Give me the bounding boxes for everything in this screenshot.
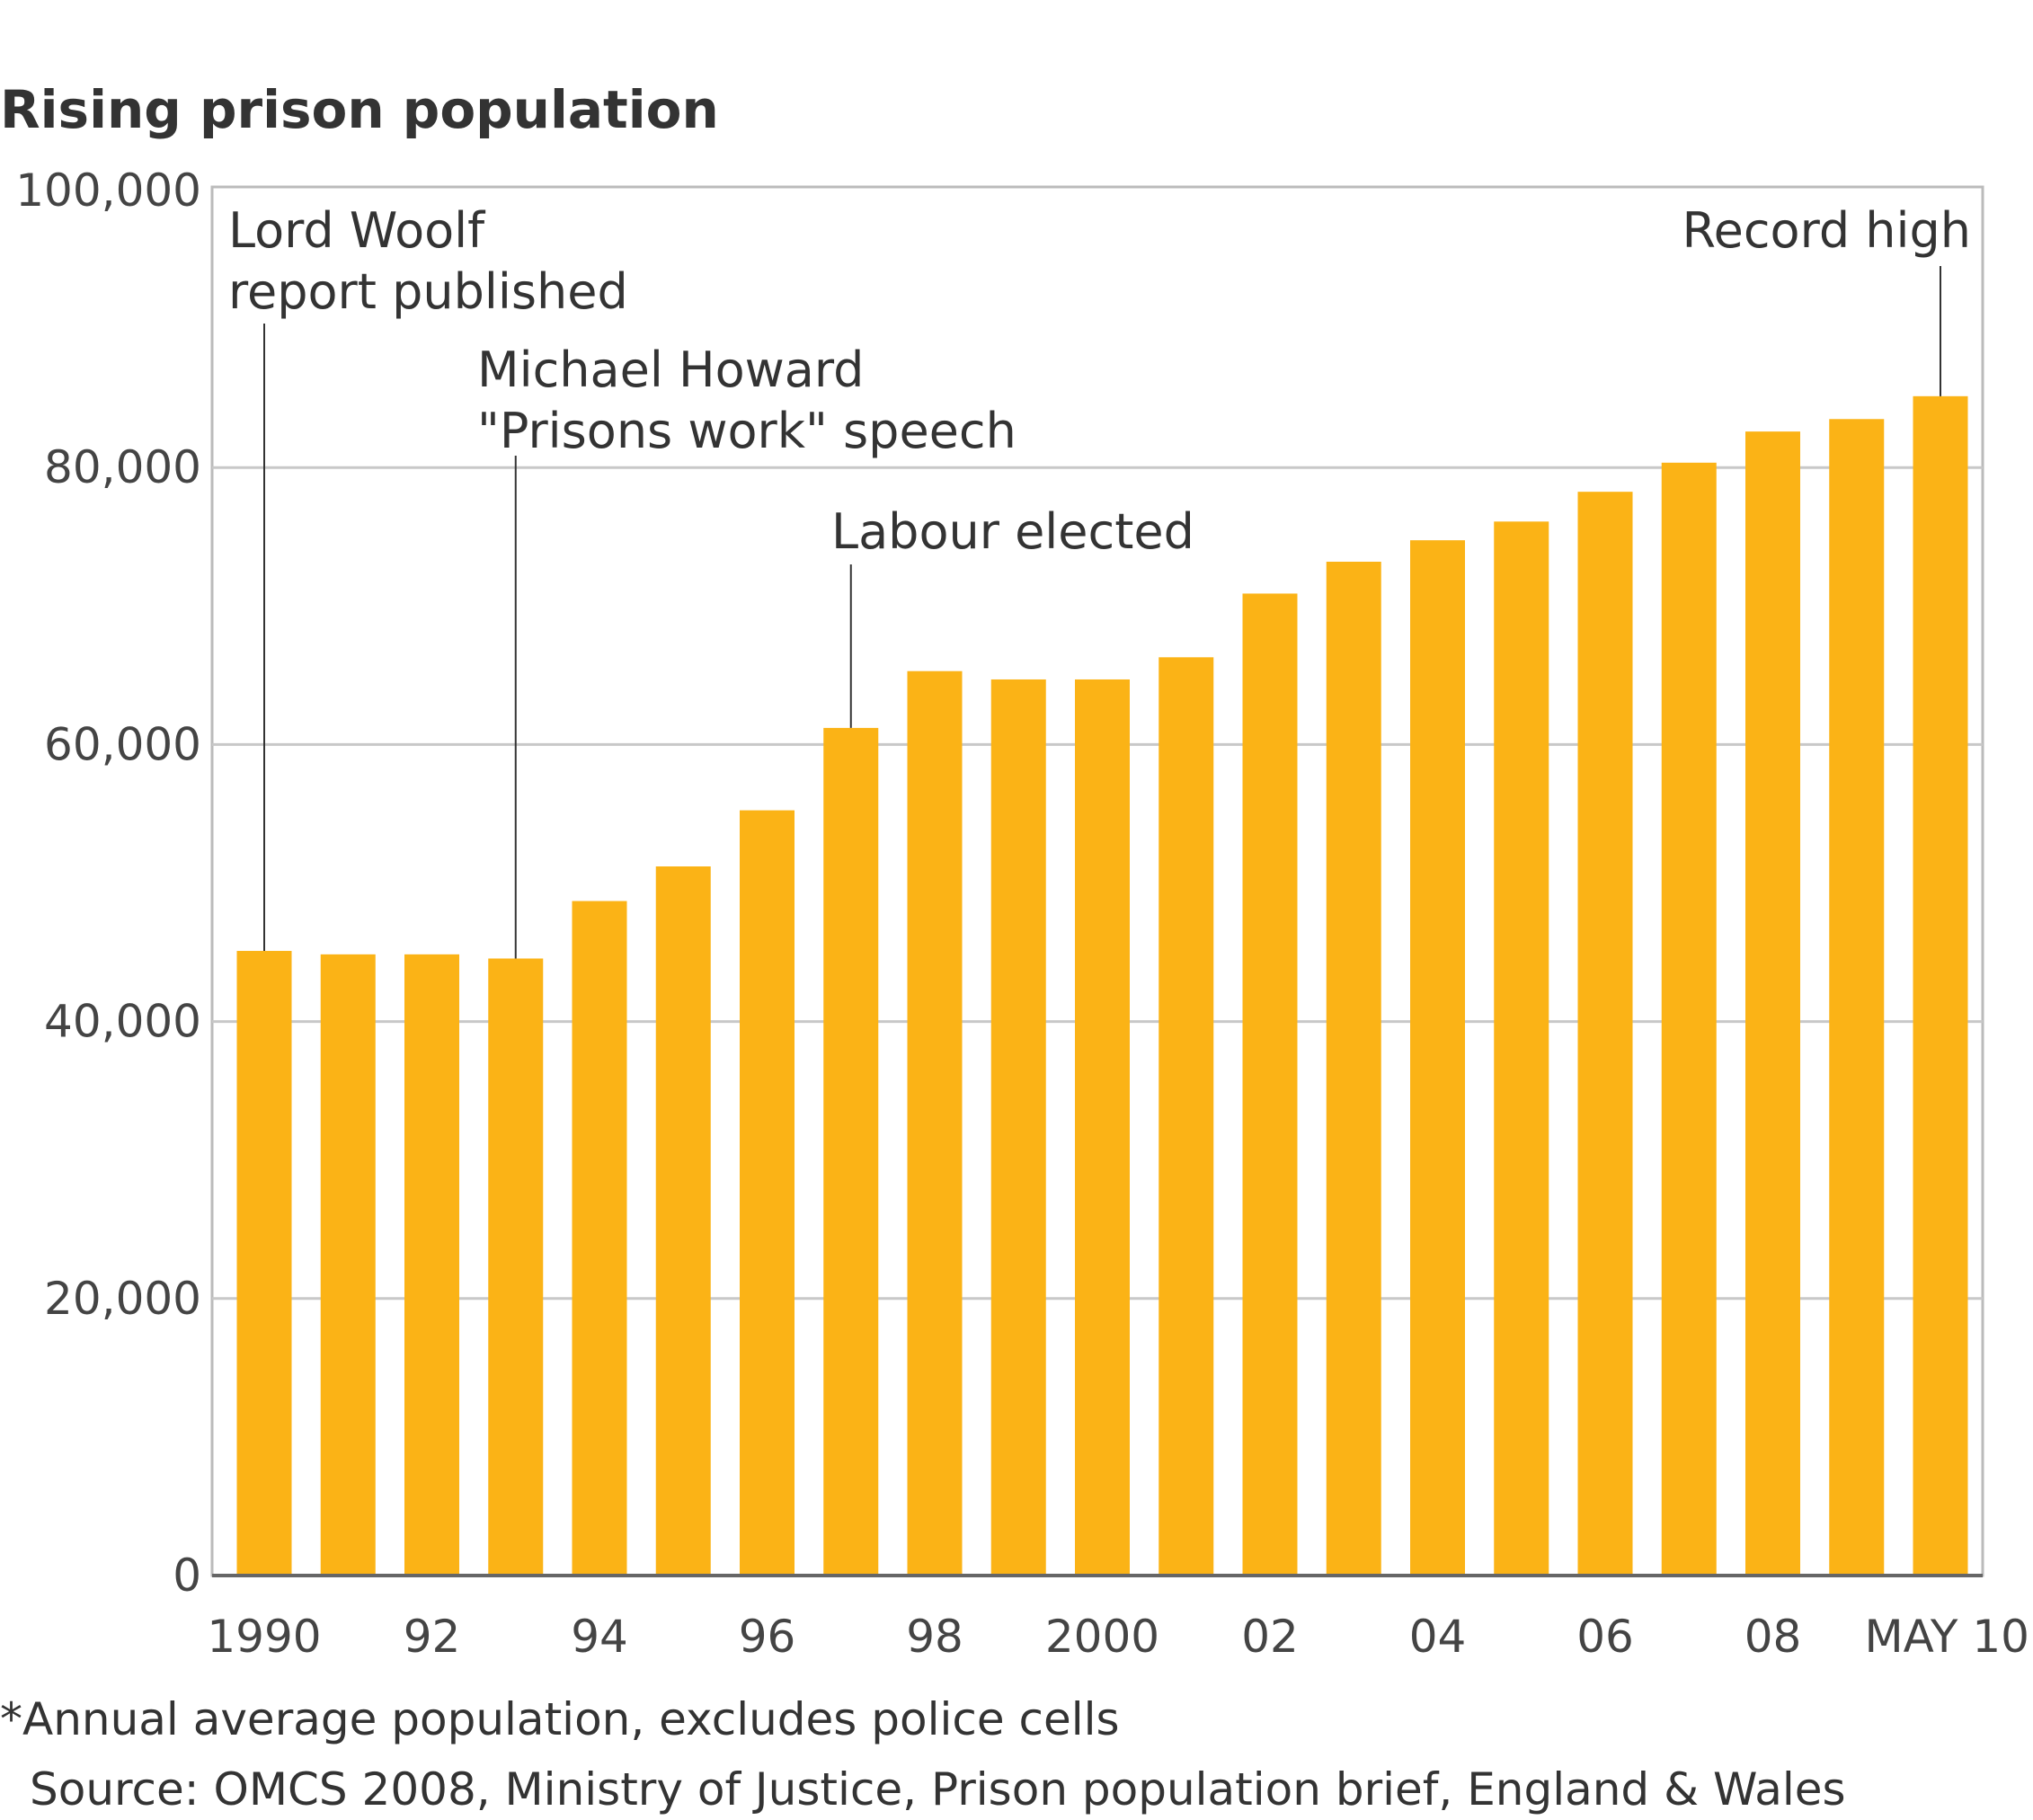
bar-1992 <box>404 954 459 1576</box>
bars <box>236 395 1968 1576</box>
bar-1997 <box>823 727 879 1576</box>
y-axis-ticks: 0 20,000 40,000 60,000 80,000 100,000 <box>15 164 201 1602</box>
x-axis-ticks: 1990 92 94 96 98 2000 02 04 06 08 MAY 10 <box>207 1611 2029 1663</box>
x-tick-label: 02 <box>1241 1611 1299 1663</box>
y-tick-label: 100,000 <box>15 164 201 217</box>
x-tick-label: 98 <box>906 1611 963 1663</box>
bar-2006 <box>1577 492 1633 1576</box>
x-tick-label: 1990 <box>207 1611 321 1663</box>
annotation-michael-howard: Michael Howard "Prisons work" speech <box>477 342 1016 959</box>
bar-2008 <box>1745 431 1800 1576</box>
bar-1990 <box>236 951 292 1576</box>
footnote: *Annual average population, excludes pol… <box>0 1693 1120 1745</box>
x-tick-label: 2000 <box>1045 1611 1159 1663</box>
bar-may-2010 <box>1913 395 1968 1576</box>
bar-2002 <box>1242 593 1298 1576</box>
x-tick-label: 96 <box>739 1611 796 1663</box>
x-tick-label: 04 <box>1409 1611 1467 1663</box>
x-tick-label: 08 <box>1744 1611 1802 1663</box>
annotation-text: Lord Woolf <box>228 202 486 259</box>
bar-1991 <box>320 954 376 1576</box>
bar-1999 <box>990 679 1046 1576</box>
bar-2009 <box>1829 419 1885 1576</box>
x-tick-label: 92 <box>404 1611 461 1663</box>
annotation-record-high: Record high <box>1682 202 1971 396</box>
annotation-lord-woolf: Lord Woolf report published <box>228 202 628 952</box>
chart-title: Rising prison population <box>0 79 719 140</box>
annotation-text: Michael Howard <box>477 342 864 398</box>
bar-2000 <box>1075 679 1130 1576</box>
y-tick-label: 60,000 <box>44 718 201 770</box>
bar-2003 <box>1326 561 1381 1576</box>
bar-2004 <box>1410 540 1465 1576</box>
bar-2007 <box>1661 462 1717 1576</box>
annotation-text: report published <box>228 263 628 320</box>
x-tick-label: 06 <box>1576 1611 1634 1663</box>
bar-1993 <box>488 958 544 1576</box>
bar-2005 <box>1494 521 1549 1576</box>
bar-1995 <box>655 866 711 1576</box>
y-tick-label: 20,000 <box>44 1273 201 1325</box>
annotation-text: Record high <box>1682 202 1971 259</box>
annotation-text: "Prisons work" speech <box>477 403 1016 459</box>
bar-2001 <box>1159 657 1214 1576</box>
x-tick-label: MAY 10 <box>1864 1611 2029 1663</box>
y-tick-label: 80,000 <box>44 441 201 493</box>
annotation-text: Labour elected <box>831 503 1194 560</box>
y-tick-label: 0 <box>173 1549 201 1602</box>
bar-1994 <box>572 901 627 1576</box>
bar-1996 <box>740 810 795 1576</box>
annotation-labour-elected: Labour elected <box>831 503 1194 728</box>
source-note: Source: OMCS 2008, Ministry of Justice, … <box>30 1763 1846 1816</box>
x-tick-label: 94 <box>571 1611 628 1663</box>
y-tick-label: 40,000 <box>44 996 201 1048</box>
bar-1998 <box>907 670 963 1576</box>
